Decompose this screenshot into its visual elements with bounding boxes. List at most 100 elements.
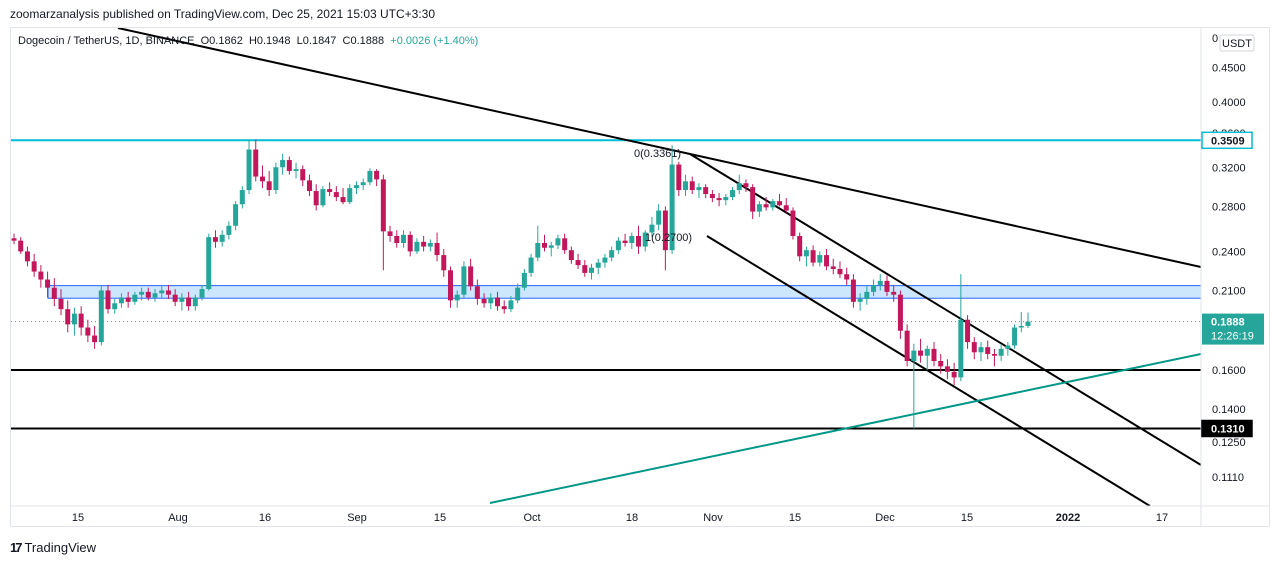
candle: [723, 194, 729, 206]
candle: [783, 198, 789, 213]
candle-body: [777, 201, 783, 206]
candle: [387, 225, 393, 242]
legend-open: O0.1862: [200, 35, 243, 47]
candle-body: [165, 290, 171, 295]
candle-body: [1025, 321, 1031, 326]
candle-body: [877, 280, 883, 285]
candle-body: [602, 257, 608, 263]
candle-body: [145, 291, 151, 298]
candle: [306, 174, 312, 197]
candle-body: [535, 242, 541, 258]
candle: [797, 232, 803, 262]
candle-body: [891, 291, 897, 295]
candle: [911, 343, 917, 429]
candle-body: [259, 176, 265, 182]
candle-body: [743, 183, 749, 188]
candle-body: [676, 164, 682, 191]
candle-body: [125, 297, 131, 302]
y-tick-label: 0.1250: [1212, 437, 1246, 449]
candle: [105, 284, 111, 314]
candle: [38, 265, 44, 288]
legend-change: +0.0026 (+1.40%): [390, 35, 479, 47]
candle-body: [92, 335, 98, 343]
candle: [78, 306, 84, 336]
candle: [636, 225, 642, 254]
currency-button[interactable]: USDT: [1219, 34, 1255, 52]
candle: [65, 300, 71, 333]
candle-body: [642, 232, 648, 247]
candle: [844, 267, 850, 285]
candle: [810, 245, 816, 267]
candle-body: [219, 234, 225, 242]
candle: [233, 201, 239, 231]
candle: [1012, 324, 1018, 349]
candle-body: [1005, 345, 1011, 349]
candle: [756, 201, 762, 217]
candle: [837, 261, 843, 279]
candle: [790, 207, 796, 240]
candle: [944, 359, 950, 380]
candle-body: [515, 287, 521, 301]
candle-body: [112, 303, 118, 310]
candles: [11, 139, 1031, 429]
candle: [400, 230, 406, 248]
candle-body: [226, 225, 232, 235]
candle: [918, 338, 924, 363]
candle: [817, 251, 823, 267]
candle-body: [51, 287, 57, 299]
candle-body: [152, 293, 158, 298]
candle: [347, 184, 353, 205]
candle: [508, 296, 514, 313]
candle: [709, 190, 715, 203]
candle: [58, 289, 64, 316]
candle: [246, 139, 252, 195]
candle-body: [353, 185, 359, 189]
time-axis[interactable]: 15 Aug 16 Sep 15 Oct 18 Nov 15 Dec 15 2022 17: [72, 512, 1168, 524]
candle: [454, 290, 460, 308]
candle-body: [1018, 325, 1024, 328]
y-tick-label: 0.2800: [1212, 201, 1246, 213]
candle: [192, 294, 198, 311]
candle: [494, 291, 500, 311]
candle: [333, 186, 339, 202]
candle-body: [696, 187, 702, 191]
candle: [407, 231, 413, 257]
candle-body: [636, 235, 642, 247]
candle-body: [871, 284, 877, 292]
candle-body: [629, 235, 635, 243]
candle: [447, 266, 453, 308]
candle-body: [313, 191, 319, 206]
candle: [595, 258, 601, 275]
candle: [575, 253, 581, 269]
candle-body: [347, 188, 353, 203]
candle-body: [750, 187, 756, 212]
candle: [488, 293, 494, 310]
candle: [45, 271, 51, 298]
candle: [904, 324, 910, 367]
candle: [897, 290, 903, 339]
candle-body: [320, 189, 326, 206]
candle: [441, 248, 447, 277]
candle: [360, 178, 366, 191]
candle: [938, 353, 944, 374]
candle: [320, 186, 326, 208]
candle: [92, 325, 98, 349]
tradingview-footer[interactable]: 17 TradingView: [10, 540, 96, 555]
level-badge: 0.1310: [1201, 419, 1253, 438]
candle: [11, 233, 17, 245]
candle: [266, 170, 272, 197]
candle: [85, 319, 91, 343]
candle-body: [931, 348, 937, 361]
candle: [481, 293, 487, 308]
candle-body: [45, 279, 51, 288]
candle-body: [273, 167, 279, 191]
candle: [998, 343, 1004, 361]
support-zone-box: [47, 285, 1201, 299]
candle-body: [797, 235, 803, 257]
candle-body: [212, 237, 218, 242]
candle-body: [615, 240, 621, 251]
candle: [548, 241, 554, 257]
chart-frame[interactable]: [10, 27, 1270, 527]
channel-lower-line: [706, 235, 1151, 506]
